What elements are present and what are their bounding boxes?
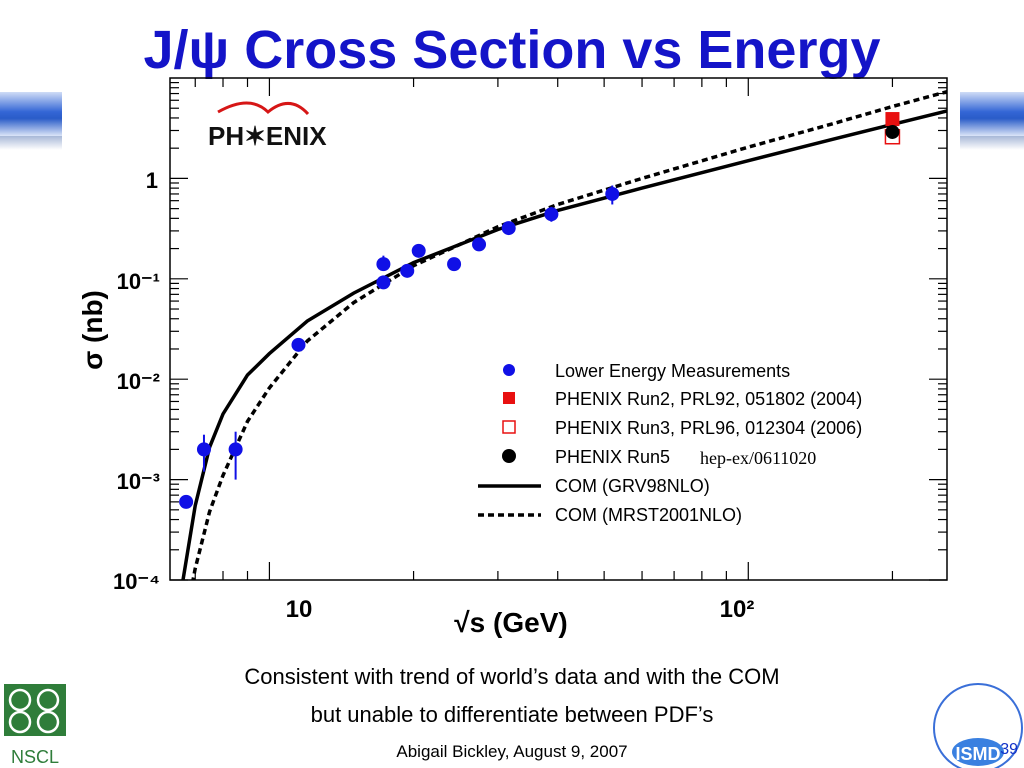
- y-tick-label-0.001: 10⁻³: [117, 469, 160, 494]
- curve-mrst2001nlo: [191, 90, 947, 580]
- nscl-logo-text: NSCL: [11, 747, 59, 767]
- legend-label-lower: Lower Energy Measurements: [555, 361, 790, 381]
- y-tick-label-0.01: 10⁻²: [117, 369, 160, 394]
- page-number: 39: [1000, 741, 1018, 758]
- x-tick-label-10: 10: [286, 596, 313, 623]
- legend: Lower Energy Measurements PHENIX Run2, P…: [478, 361, 862, 525]
- data-point-circle-0: [885, 124, 900, 139]
- legend-marker-lower: [503, 364, 515, 376]
- data-point-circle-6: [400, 263, 415, 278]
- y-tick-label-1: 1: [146, 168, 158, 193]
- data-point-circle-10: [501, 221, 516, 236]
- data-point-circle-0: [179, 494, 194, 509]
- ismd-logo-text: ISMD: [956, 744, 1001, 764]
- legend-label-run3: PHENIX Run3, PRL96, 012304 (2006): [555, 418, 862, 438]
- curve-grv98nlo: [181, 109, 947, 580]
- data-point-circle-4: [376, 257, 391, 272]
- legend-note-run5: hep-ex/0611020: [700, 448, 816, 468]
- caption-line-2: but unable to differentiate between PDF’…: [310, 702, 714, 727]
- data-point-circle-11: [544, 207, 559, 222]
- data-point-circle-8: [447, 257, 462, 272]
- x-axis-label: √s (GeV): [454, 607, 567, 638]
- data-point-circle-3: [291, 337, 306, 352]
- legend-marker-run5: [502, 449, 516, 463]
- phenix-logo-text: PH✶ENIX: [208, 121, 327, 151]
- data-point-circle-7: [411, 243, 426, 258]
- legend-label-run2: PHENIX Run2, PRL92, 051802 (2004): [555, 389, 862, 409]
- legend-marker-run2: [503, 392, 515, 404]
- legend-note-box: [690, 446, 850, 468]
- y-axis-label: σ (nb): [77, 290, 108, 370]
- chart-panel: [62, 68, 960, 646]
- legend-label-mrst: COM (MRST2001NLO): [555, 505, 742, 525]
- data-point-square-filled-0: [885, 112, 900, 127]
- data-point-circle-12: [605, 186, 620, 201]
- credit-line: Abigail Bickley, August 9, 2007: [396, 742, 628, 761]
- data-point-circle-5: [376, 275, 391, 290]
- legend-label-grv: COM (GRV98NLO): [555, 476, 710, 496]
- nscl-logo: NSCL: [4, 684, 66, 767]
- data-point-circle-9: [472, 237, 487, 252]
- data-point-circle-1: [196, 442, 211, 457]
- caption-line-1: Consistent with trend of world’s data an…: [244, 664, 780, 689]
- plot-frame: [169, 77, 948, 581]
- slide-title: J/ψ Cross Section vs Energy: [143, 20, 881, 80]
- y-tick-label-0.0001: 10⁻⁴: [113, 569, 160, 594]
- y-tick-label-0.1: 10⁻¹: [117, 269, 160, 294]
- phenix-logo: PH✶ENIX: [208, 101, 327, 151]
- legend-marker-run3: [502, 420, 516, 434]
- x-tick-label-100: 10²: [720, 596, 755, 623]
- legend-label-run5: PHENIX Run5: [555, 447, 670, 467]
- ismd-logo: ISMD: [933, 683, 1023, 768]
- data-point-circle-2: [228, 442, 243, 457]
